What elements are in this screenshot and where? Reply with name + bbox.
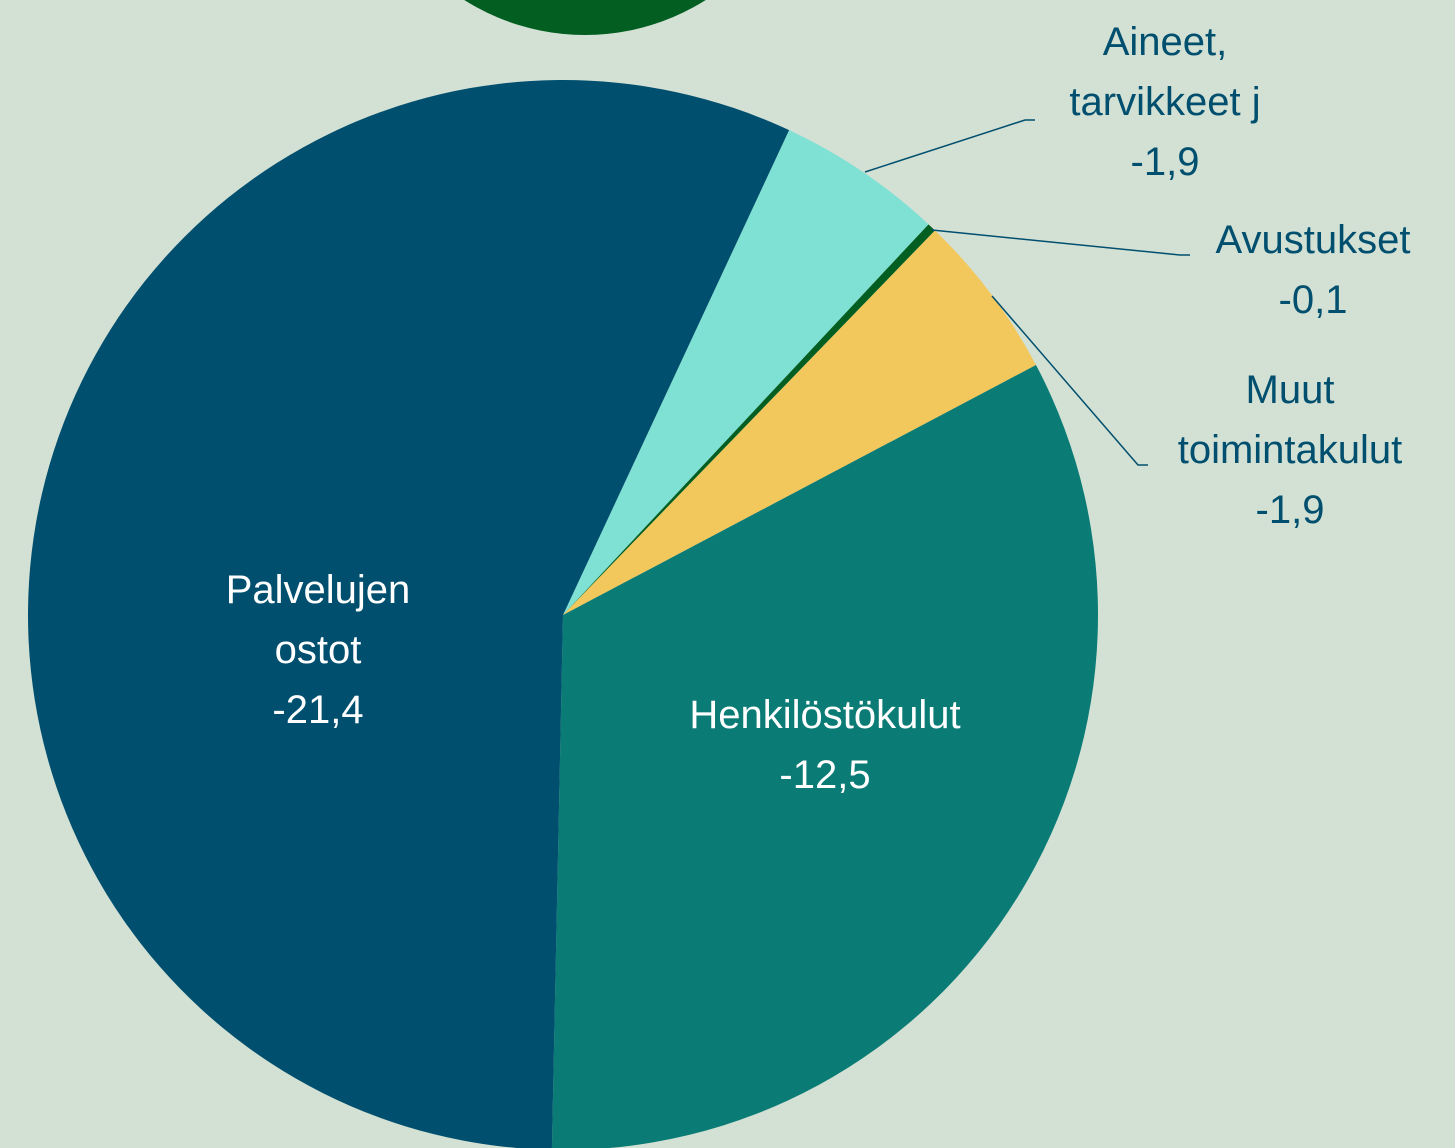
- pie-slice: [563, 224, 935, 615]
- category-label: Avustukset: [1215, 218, 1411, 262]
- category-label: Henkilöstökulut: [689, 693, 961, 737]
- value-label: -12,5: [779, 753, 871, 797]
- value-label: -21,4: [272, 688, 364, 732]
- slice-label: Henkilöstökulut -12,5: [630, 685, 1020, 805]
- other-chart-edge: [464, 0, 706, 35]
- slice-label: Avustukset -0,1: [1173, 210, 1453, 330]
- value-label: -1,9: [1255, 488, 1325, 532]
- slice-label: Palvelujen ostot -21,4: [193, 560, 443, 740]
- leader-line: [991, 295, 1148, 466]
- leader-line: [931, 229, 1190, 256]
- slice-label: Aineet, tarvikkeet j -1,9: [1030, 12, 1300, 192]
- value-label: -0,1: [1278, 278, 1348, 322]
- pie: [27, 80, 1098, 1148]
- leader-line: [864, 119, 1035, 173]
- pie-slice: [27, 80, 790, 1148]
- value-label: -1,9: [1130, 140, 1200, 184]
- slice-label: Muut toimintakulut -1,9: [1135, 360, 1445, 540]
- pie-slice: [563, 230, 1037, 615]
- category-label: Muut toimintakulut: [1177, 368, 1403, 472]
- category-label: Aineet, tarvikkeet j: [1069, 20, 1261, 124]
- pie-slice: [551, 365, 1098, 1148]
- pie-slice: [563, 130, 929, 615]
- category-label: Palvelujen ostot: [225, 568, 411, 672]
